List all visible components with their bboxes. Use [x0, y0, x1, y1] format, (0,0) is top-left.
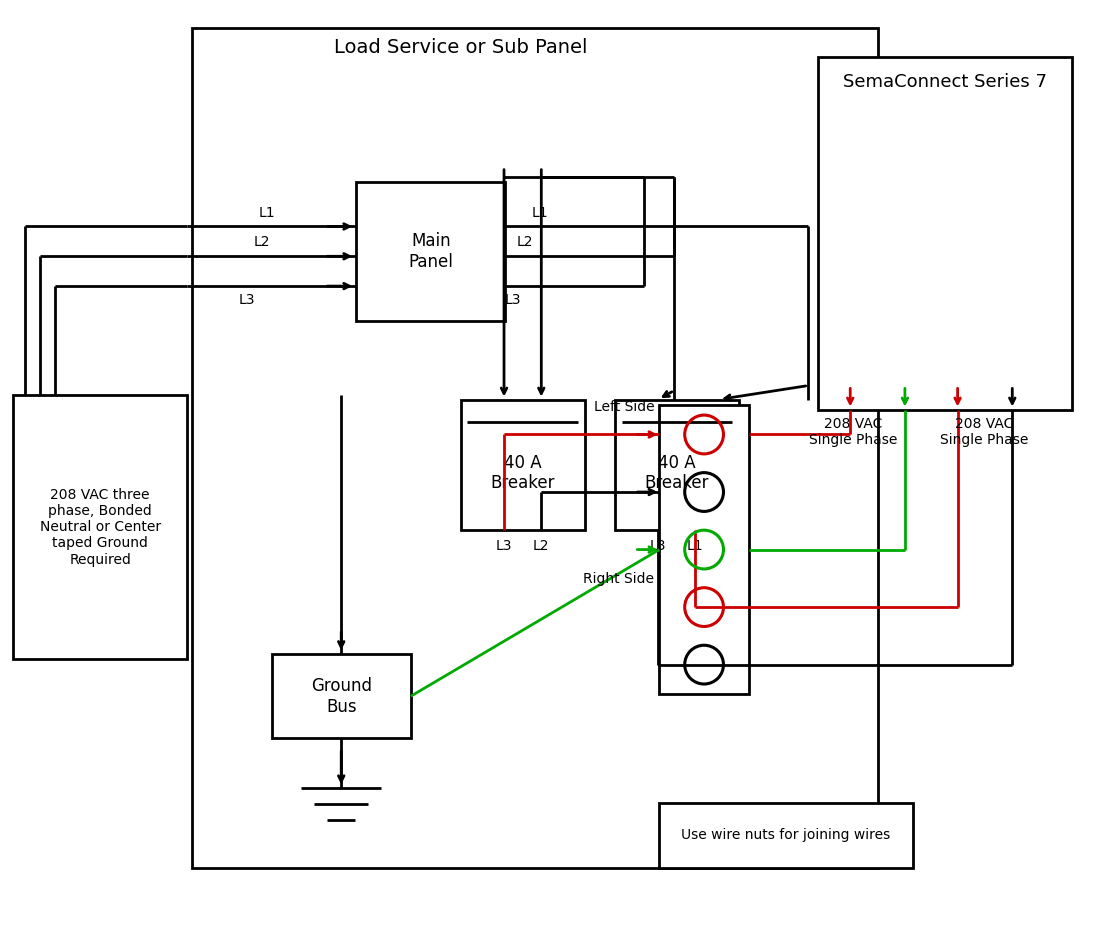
Bar [13, 395, 187, 659]
Text: L3: L3 [496, 539, 513, 553]
Text: 40 A
Breaker: 40 A Breaker [491, 453, 554, 492]
Text: L2: L2 [534, 539, 550, 553]
Bar [272, 654, 410, 738]
Text: L1: L1 [258, 205, 275, 219]
Text: 208 VAC
Single Phase: 208 VAC Single Phase [808, 417, 898, 447]
Bar [192, 28, 878, 867]
Bar [818, 57, 1071, 410]
Text: SemaConnect Series 7: SemaConnect Series 7 [843, 73, 1047, 91]
Text: L1: L1 [531, 205, 549, 219]
Text: Left Side: Left Side [594, 400, 654, 413]
Text: Use wire nuts for joining wires: Use wire nuts for joining wires [682, 828, 891, 843]
Text: Right Side: Right Side [583, 572, 654, 586]
Text: Load Service or Sub Panel: Load Service or Sub Panel [333, 38, 587, 57]
Bar [659, 803, 913, 867]
Text: L3: L3 [505, 293, 521, 307]
Text: 208 VAC three
phase, Bonded
Neutral or Center
taped Ground
Required: 208 VAC three phase, Bonded Neutral or C… [40, 487, 161, 566]
Bar [659, 406, 749, 694]
Text: Main
Panel: Main Panel [408, 232, 453, 271]
Bar [356, 181, 505, 321]
Text: L2: L2 [517, 236, 534, 249]
Text: L2: L2 [253, 236, 270, 249]
Bar [615, 401, 739, 530]
Text: 208 VAC
Single Phase: 208 VAC Single Phase [940, 417, 1028, 447]
Text: L1: L1 [688, 539, 704, 553]
Text: Ground
Bus: Ground Bus [310, 676, 372, 715]
Text: L3: L3 [650, 539, 667, 553]
Text: 40 A
Breaker: 40 A Breaker [645, 453, 710, 492]
Text: L3: L3 [239, 293, 255, 307]
Bar [461, 401, 585, 530]
